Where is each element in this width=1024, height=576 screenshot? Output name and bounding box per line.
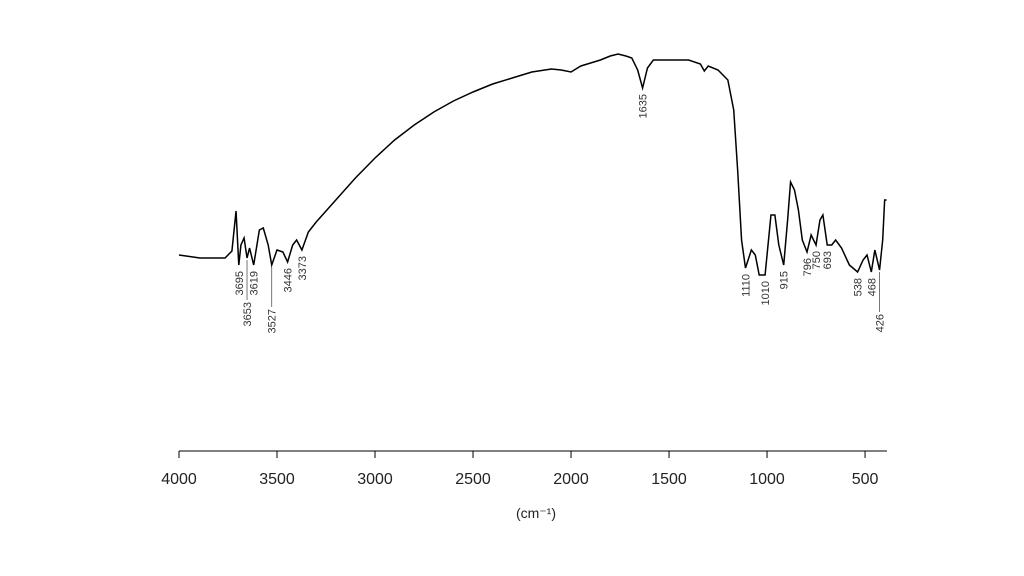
x-axis-label: (cm⁻¹) <box>516 505 556 521</box>
peak-label: 3527 <box>267 309 279 333</box>
x-tick-label: 3000 <box>357 471 393 488</box>
peak-label: 693 <box>822 251 834 269</box>
peak-label: 1110 <box>740 274 752 297</box>
x-tick-label: 500 <box>852 471 879 488</box>
x-tick-label: 1500 <box>651 471 687 488</box>
spectrum-line <box>178 53 887 276</box>
peak-label: 750 <box>811 251 823 269</box>
peak-label: 426 <box>875 314 887 332</box>
peak-label: 468 <box>866 278 878 296</box>
peak-label: 3373 <box>297 256 309 280</box>
peak-label: 1635 <box>638 94 650 118</box>
x-tick-label: 2000 <box>553 471 589 488</box>
peak-label: 1010 <box>760 281 772 305</box>
x-tick-label: 4000 <box>161 471 197 488</box>
peak-label: 3695 <box>234 271 246 295</box>
x-tick-label: 2500 <box>455 471 491 488</box>
peak-label: 3653 <box>242 302 254 326</box>
peak-label: 3446 <box>283 268 295 292</box>
peak-label: 796 <box>802 258 814 276</box>
x-tick-label: 3500 <box>259 471 295 488</box>
x-tick-label: 1000 <box>749 471 785 488</box>
peak-label: 3619 <box>249 271 261 295</box>
peak-label: 915 <box>779 271 791 289</box>
peak-label: 538 <box>853 278 865 296</box>
